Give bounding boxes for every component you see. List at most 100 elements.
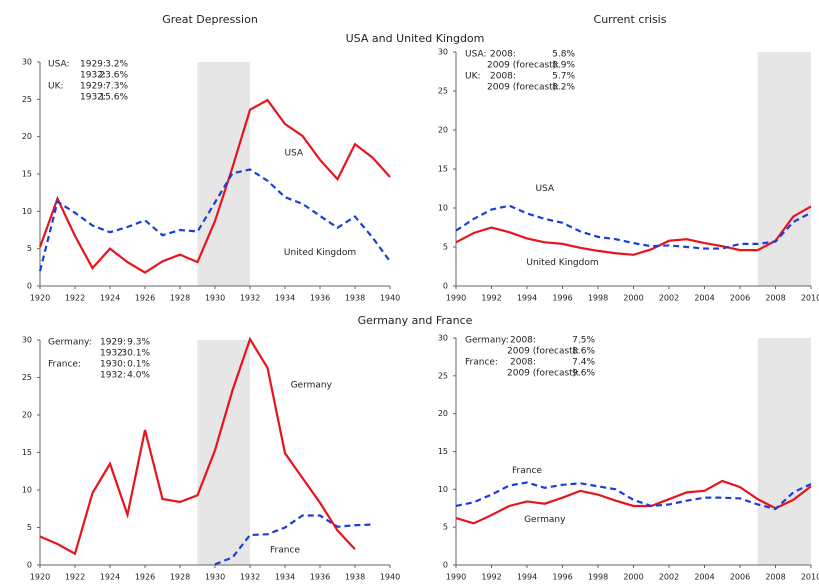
annotation: 1932: — [100, 349, 126, 359]
annotation: UK: — [48, 82, 64, 92]
series-line — [455, 204, 812, 250]
y-tick-label: 25 — [22, 373, 32, 382]
annotation: 5.7% — [552, 72, 575, 82]
y-tick-label: 5 — [27, 244, 32, 253]
x-tick-label: 2006 — [730, 573, 750, 582]
y-tick-label: 15 — [438, 447, 448, 456]
y-tick-label: 0 — [27, 561, 32, 570]
annotation: 2009 (forecast): — [487, 61, 559, 71]
annotation: 7.3% — [105, 82, 128, 92]
annotation: 1932: — [80, 93, 106, 103]
series-label: France — [270, 546, 300, 556]
x-tick-label: 1992 — [481, 294, 501, 303]
panel-title: Great Depression — [162, 13, 258, 26]
y-tick-label: 30 — [22, 336, 32, 345]
annotation: 7.5% — [572, 336, 595, 346]
series-line — [38, 168, 391, 272]
series-label: France — [512, 466, 542, 476]
y-tick-label: 0 — [443, 282, 448, 291]
x-tick-label: 1936 — [310, 294, 330, 303]
x-tick-label: 2010 — [801, 294, 819, 303]
annotation: 23.6% — [99, 71, 128, 81]
series-line — [455, 479, 812, 525]
x-tick-label: 2004 — [694, 294, 714, 303]
x-tick-label: 1938 — [345, 573, 365, 582]
annotation: 8.9% — [552, 61, 575, 71]
y-tick-label: 0 — [443, 561, 448, 570]
y-tick-label: 20 — [22, 132, 32, 141]
x-tick-label: 1940 — [380, 294, 400, 303]
series-line — [455, 205, 812, 256]
annotation: 2009 (forecast): — [507, 347, 579, 357]
y-tick-label: 5 — [443, 243, 448, 252]
annotation: 15.6% — [99, 93, 128, 103]
x-tick-label: 1926 — [135, 294, 155, 303]
shaded-period — [757, 52, 811, 286]
y-tick-label: 5 — [27, 523, 32, 532]
annotation: France: — [48, 360, 81, 370]
x-tick-label: 1934 — [275, 294, 295, 303]
y-tick-label: 20 — [438, 409, 448, 418]
y-tick-label: 15 — [22, 170, 32, 179]
x-tick-label: 1932 — [240, 573, 260, 582]
x-tick-label: 2000 — [623, 294, 643, 303]
annotation: 2008: — [510, 336, 536, 346]
x-tick-label: 1936 — [310, 573, 330, 582]
x-tick-label: 1992 — [481, 573, 501, 582]
x-tick-label: 2006 — [730, 294, 750, 303]
x-tick-label: 2004 — [694, 573, 714, 582]
x-tick-label: 1994 — [517, 573, 537, 582]
y-tick-label: 20 — [438, 126, 448, 135]
x-tick-label: 1998 — [588, 294, 608, 303]
series-label: USA — [284, 149, 303, 159]
shaded-period — [197, 340, 250, 565]
x-tick-label: 1922 — [65, 573, 85, 582]
x-tick-label: 1926 — [135, 573, 155, 582]
y-tick-label: 25 — [22, 95, 32, 104]
x-tick-label: 1998 — [588, 573, 608, 582]
x-tick-label: 1940 — [380, 573, 400, 582]
x-tick-label: 1930 — [205, 573, 225, 582]
x-tick-label: 1934 — [275, 573, 295, 582]
row-title: Germany and France — [358, 314, 473, 327]
x-tick-label: 2010 — [801, 573, 819, 582]
y-tick-label: 10 — [438, 485, 448, 494]
x-tick-label: 1932 — [240, 294, 260, 303]
y-tick-label: 30 — [438, 334, 448, 343]
annotation: 2008: — [490, 50, 516, 60]
annotation: 9.3% — [127, 338, 150, 348]
x-tick-label: 1930 — [205, 294, 225, 303]
y-tick-label: 15 — [438, 165, 448, 174]
annotation: Germany: — [465, 336, 509, 346]
x-tick-label: 1996 — [552, 573, 572, 582]
annotation: 1929: — [100, 338, 126, 348]
x-tick-label: 2002 — [659, 573, 679, 582]
annotation: 2008: — [490, 72, 516, 82]
y-tick-label: 10 — [438, 204, 448, 213]
annotation: France: — [465, 358, 498, 368]
x-tick-label: 1924 — [100, 573, 120, 582]
x-tick-label: 2008 — [765, 573, 785, 582]
series-label: United Kingdom — [526, 258, 598, 268]
series-label: Germany — [524, 515, 566, 525]
panel-title: Current crisis — [594, 13, 667, 26]
x-tick-label: 1922 — [65, 294, 85, 303]
x-tick-label: 1990 — [446, 294, 466, 303]
x-tick-label: 1920 — [30, 573, 50, 582]
shaded-period — [197, 62, 250, 286]
series-label: United Kingdom — [284, 248, 356, 258]
series-label: USA — [535, 184, 554, 194]
annotation: 1929: — [80, 82, 106, 92]
annotation: 2008: — [510, 358, 536, 368]
y-tick-label: 20 — [22, 411, 32, 420]
annotation: USA: — [465, 50, 487, 60]
x-tick-label: 1996 — [552, 294, 572, 303]
annotation: 2009 (forecast): — [507, 369, 579, 379]
x-tick-label: 1924 — [100, 294, 120, 303]
y-tick-label: 25 — [438, 371, 448, 380]
y-tick-label: 0 — [27, 282, 32, 291]
annotation: 1932: — [80, 71, 106, 81]
annotation: UK: — [465, 72, 481, 82]
x-tick-label: 1994 — [517, 294, 537, 303]
row-title: USA and United Kingdom — [346, 32, 485, 45]
